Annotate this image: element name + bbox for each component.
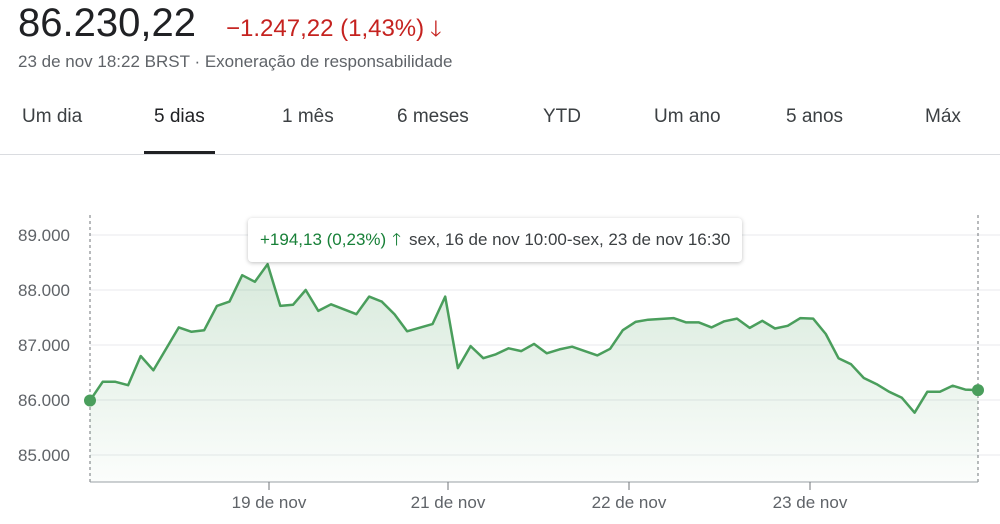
- chart-markers: [84, 384, 984, 407]
- y-tick-label: 89.000: [18, 226, 70, 245]
- x-tick-label: 21 de nov: [411, 493, 486, 512]
- tab-five-years[interactable]: 5 anos: [786, 106, 844, 127]
- price-meta: 23 de nov 18:22 BRST · Exoneração de res…: [18, 52, 452, 72]
- price-change: −1.247,22 (1,43%) 🡓: [226, 14, 442, 44]
- start-marker: [84, 394, 96, 407]
- tab-max[interactable]: Máx: [925, 106, 961, 127]
- x-tick-label: 19 de nov: [232, 493, 307, 512]
- end-marker: [972, 384, 984, 397]
- price-chart[interactable]: 85.000 86.000 87.000 88.000 89.000 19 de nov…: [0, 160, 1000, 524]
- tab-ytd[interactable]: YTD: [543, 106, 581, 127]
- y-tick-label: 85.000: [18, 446, 70, 465]
- tab-one-year[interactable]: Um ano: [654, 106, 721, 127]
- range-tabs: Um dia 5 dias 1 mês 6 meses YTD Um ano 5…: [0, 96, 1000, 155]
- timestamp: 23 de nov 18:22 BRST: [18, 52, 190, 71]
- tooltip-change: +194,13 (0,23%): [260, 230, 387, 249]
- arrow-up-icon: 🡑: [392, 230, 402, 249]
- range-tooltip: +194,13 (0,23%) 🡑 sex, 16 de nov 10:00-sex…: [248, 218, 743, 262]
- y-axis: 85.000 86.000 87.000 88.000 89.000: [18, 226, 70, 465]
- y-tick-label: 87.000: [18, 336, 70, 355]
- y-tick-label: 88.000: [18, 281, 70, 300]
- price-area: [90, 264, 978, 482]
- tab-one-month[interactable]: 1 mês: [282, 106, 334, 127]
- y-tick-label: 86.000: [18, 391, 70, 410]
- x-axis: 19 de nov 21 de nov 22 de nov 23 de nov: [90, 481, 978, 512]
- disclaimer-link[interactable]: Exoneração de responsabilidade: [204, 52, 453, 71]
- arrow-down-icon: 🡓: [430, 16, 442, 41]
- current-price: 86.230,22: [18, 1, 196, 45]
- tab-one-day[interactable]: Um dia: [22, 106, 83, 127]
- price-change-value: −1.247,22 (1,43%): [226, 15, 425, 42]
- tab-five-days[interactable]: 5 dias: [144, 96, 215, 154]
- price-line: [88, 262, 979, 414]
- tab-six-months[interactable]: 6 meses: [397, 106, 469, 127]
- tooltip-range: sex, 16 de nov 10:00-sex, 23 de nov 16:3…: [409, 230, 731, 249]
- separator: ·: [194, 52, 201, 71]
- x-tick-label: 23 de nov: [773, 493, 848, 512]
- x-tick-label: 22 de nov: [592, 493, 667, 512]
